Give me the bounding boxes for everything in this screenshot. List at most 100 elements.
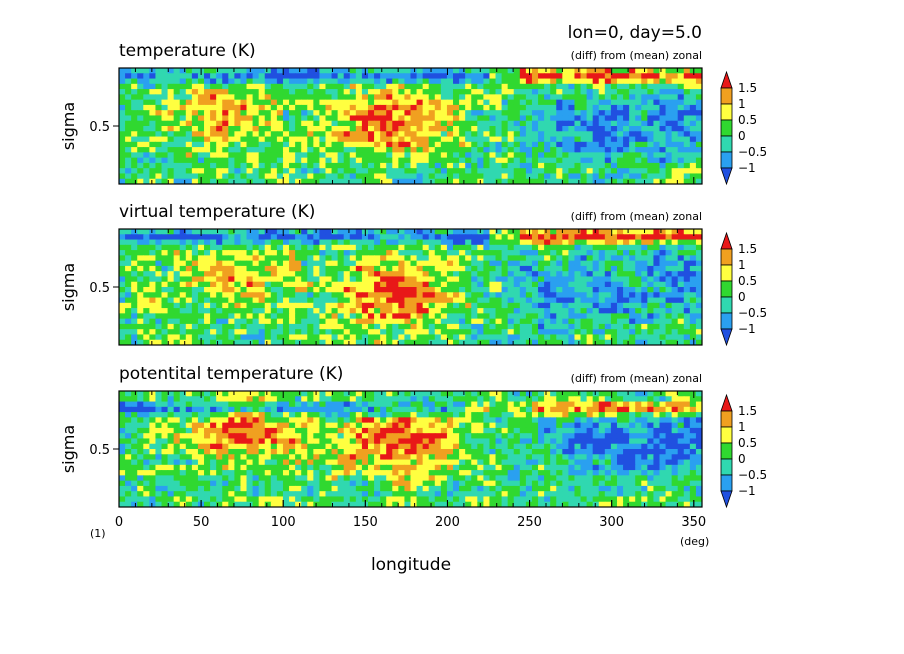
heatmap-cell bbox=[343, 94, 351, 101]
heatmap-cell bbox=[258, 329, 266, 336]
heatmap-cell bbox=[616, 229, 624, 235]
heatmap-cell bbox=[143, 281, 150, 288]
heatmap-cell bbox=[222, 168, 229, 175]
heatmap-cell bbox=[513, 94, 521, 101]
heatmap-cell bbox=[185, 229, 193, 235]
heatmap-cell bbox=[665, 173, 673, 180]
heatmap-cell bbox=[325, 78, 333, 85]
heatmap-cell bbox=[525, 83, 533, 90]
heatmap-cell bbox=[647, 68, 655, 74]
heatmap-cell bbox=[337, 152, 345, 159]
heatmap-cell bbox=[495, 83, 503, 90]
heatmap-cell bbox=[210, 255, 217, 262]
heatmap-cell bbox=[459, 136, 466, 143]
heatmap-cell bbox=[683, 126, 691, 132]
heatmap-cell bbox=[544, 131, 551, 138]
heatmap-cell bbox=[270, 239, 278, 246]
heatmap-cell bbox=[641, 104, 648, 111]
heatmap-cell bbox=[125, 83, 132, 90]
heatmap-cell bbox=[544, 302, 551, 309]
heatmap-cell bbox=[459, 68, 466, 74]
heatmap-cell bbox=[501, 302, 509, 309]
heatmap-cell bbox=[313, 99, 320, 106]
heatmap-cell bbox=[440, 297, 448, 304]
heatmap-cell bbox=[337, 141, 345, 148]
heatmap-cell bbox=[513, 265, 521, 272]
heatmap-cell bbox=[459, 168, 466, 175]
heatmap-cell bbox=[465, 329, 472, 336]
heatmap-cell bbox=[307, 281, 314, 288]
heatmap-cell bbox=[519, 260, 527, 267]
heatmap-cell bbox=[337, 417, 345, 424]
heatmap-cell bbox=[228, 281, 235, 288]
heatmap-cell bbox=[610, 250, 618, 256]
heatmap-cell bbox=[659, 152, 667, 159]
heatmap-cell bbox=[653, 136, 661, 143]
heatmap-cell bbox=[161, 131, 169, 138]
heatmap-cell bbox=[422, 73, 430, 80]
heatmap-cell bbox=[131, 162, 138, 169]
heatmap-cell bbox=[125, 406, 132, 413]
heatmap-cell bbox=[544, 73, 551, 80]
heatmap-cell bbox=[325, 318, 333, 325]
heatmap-cell bbox=[289, 162, 296, 169]
heatmap-cell bbox=[185, 152, 193, 159]
heatmap-cell bbox=[204, 401, 211, 408]
heatmap-cell bbox=[550, 104, 557, 111]
heatmap-cell bbox=[623, 78, 630, 85]
heatmap-cell bbox=[392, 141, 399, 148]
heatmap-cell bbox=[125, 287, 132, 293]
heatmap-cell bbox=[440, 391, 448, 397]
heatmap-cell bbox=[695, 313, 702, 320]
heatmap-cell bbox=[149, 89, 157, 95]
heatmap-cell bbox=[659, 391, 667, 397]
heatmap-cell bbox=[179, 131, 187, 138]
heatmap-cell bbox=[440, 318, 448, 325]
heatmap-cell bbox=[392, 318, 399, 325]
heatmap-cell bbox=[410, 141, 418, 148]
heatmap-cell bbox=[465, 271, 472, 278]
heatmap-cell bbox=[234, 229, 242, 235]
heatmap-cell bbox=[495, 147, 503, 153]
heatmap-cell bbox=[671, 287, 679, 293]
heatmap-cell bbox=[167, 412, 175, 418]
heatmap-cell bbox=[580, 244, 588, 251]
heatmap-cell bbox=[586, 173, 594, 180]
heatmap-cell bbox=[434, 318, 442, 325]
heatmap-cell bbox=[228, 302, 235, 309]
x-minor-ticks bbox=[134, 68, 695, 184]
heatmap-cell bbox=[544, 281, 551, 288]
heatmap-cell bbox=[495, 152, 503, 159]
heatmap-cell bbox=[319, 417, 327, 424]
heatmap-cell bbox=[197, 136, 205, 143]
heatmap-cell bbox=[282, 110, 290, 117]
heatmap-cell bbox=[562, 417, 569, 424]
heatmap-cell bbox=[137, 141, 144, 148]
heatmap-cell bbox=[216, 396, 223, 403]
heatmap-cell bbox=[131, 250, 138, 256]
heatmap-cell bbox=[264, 99, 272, 106]
heatmap-cell bbox=[525, 152, 533, 159]
heatmap-cell bbox=[386, 168, 393, 175]
heatmap-cell bbox=[586, 406, 594, 413]
heatmap-cell bbox=[216, 244, 223, 251]
heatmap-cell bbox=[695, 260, 702, 267]
heatmap-cell bbox=[416, 78, 424, 85]
heatmap-cell bbox=[301, 339, 308, 345]
heatmap-cell bbox=[331, 104, 339, 111]
heatmap-cell bbox=[440, 281, 448, 288]
heatmap-cell bbox=[398, 83, 406, 90]
heatmap-cell bbox=[580, 412, 588, 418]
heatmap-cell bbox=[471, 126, 478, 132]
heatmap-cell bbox=[513, 281, 521, 288]
panel-title: virtual temperature (K) bbox=[119, 202, 315, 222]
heatmap-cell bbox=[410, 229, 418, 235]
heatmap-cell bbox=[392, 73, 399, 80]
heatmap-cell bbox=[465, 339, 472, 345]
heatmap-cell bbox=[568, 292, 576, 299]
heatmap-cell bbox=[404, 313, 412, 320]
heatmap-cell bbox=[398, 302, 406, 309]
heatmap-cell bbox=[398, 229, 406, 235]
heatmap-cell bbox=[270, 89, 278, 95]
heatmap-cell bbox=[453, 287, 460, 293]
